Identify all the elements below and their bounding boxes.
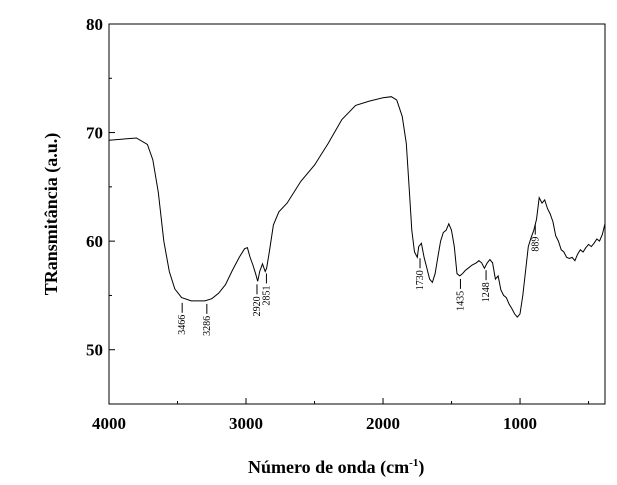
y-tick-label: 80 bbox=[86, 15, 103, 34]
x-tick-label: 3000 bbox=[229, 414, 263, 433]
annotation-label: 2920 bbox=[252, 296, 263, 316]
x-axis-title-close: ) bbox=[418, 457, 424, 478]
x-tick-label: 2000 bbox=[366, 414, 400, 433]
ticks-layer: 4000 3000 2000 1000 50 60 70 80 bbox=[86, 15, 590, 433]
y-tick-label: 50 bbox=[86, 341, 103, 360]
x-axis-title-sup: -1 bbox=[409, 457, 418, 469]
annotation-label: 3286 bbox=[202, 316, 213, 336]
annotation-label: 2851 bbox=[261, 285, 272, 305]
y-tick-label: 60 bbox=[86, 232, 103, 251]
x-axis-title-main: Número de onda (cm bbox=[248, 457, 409, 478]
x-axis-title: Número de onda (cm-1) bbox=[248, 457, 424, 478]
y-tick-label: 70 bbox=[86, 124, 103, 143]
annotation-label: 3466 bbox=[177, 315, 188, 335]
x-tick-label: 1000 bbox=[503, 414, 537, 433]
annotation-label: 1248 bbox=[481, 282, 492, 302]
transmittance-line bbox=[108, 96, 606, 318]
annotation-label: 889 bbox=[530, 237, 541, 252]
annotation-label: 1435 bbox=[455, 291, 466, 311]
annotation-label: 1730 bbox=[415, 270, 426, 290]
y-axis-title: TRansmitância (a.u.) bbox=[41, 133, 62, 296]
plot-frame bbox=[108, 23, 606, 405]
x-tick-label: 4000 bbox=[92, 414, 126, 433]
